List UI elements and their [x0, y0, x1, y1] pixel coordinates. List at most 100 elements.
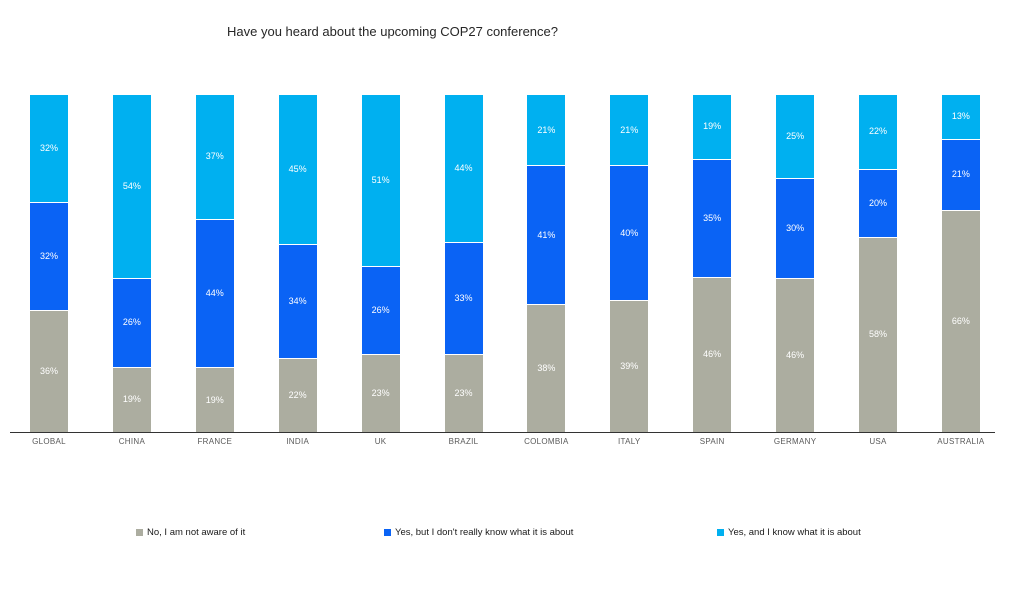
segment-brazil-series2: 44% — [444, 95, 483, 244]
bar-stack: 22% 34% 45% — [278, 95, 317, 432]
segment-france-series2: 37% — [195, 94, 234, 220]
bar-stack: 39% 40% 21% — [610, 95, 649, 432]
segment-italy-series0: 39% — [610, 301, 649, 432]
segment-value-label: 38% — [537, 362, 556, 373]
segment-value-label: 66% — [951, 315, 970, 326]
segment-value-label: 32% — [39, 251, 58, 262]
segment-australia-series1: 21% — [941, 139, 980, 211]
segment-brazil-series0: 23% — [444, 354, 483, 432]
segment-value-label: 45% — [288, 164, 307, 175]
bar-france: 19% 44% 37% FRANCE — [195, 94, 234, 446]
category-label-china: CHINA — [118, 437, 146, 446]
segment-germany-series2: 25% — [776, 95, 815, 179]
segment-usa-series2: 22% — [859, 95, 897, 170]
segment-value-label: 35% — [703, 212, 722, 223]
segment-value-label: 40% — [620, 227, 639, 238]
bar-stack: 66% 21% 13% — [941, 95, 980, 432]
segment-value-label: 44% — [205, 288, 224, 299]
legend-item-yes-dont-know: Yes, but I don't really know what it is … — [384, 527, 573, 538]
segment-france-series1: 44% — [195, 219, 234, 369]
bar-stack: 19% 44% 37% — [195, 94, 234, 432]
category-label-global: GLOBAL — [32, 437, 66, 446]
segment-value-label: 34% — [288, 296, 307, 307]
segment-china-series1: 26% — [112, 278, 151, 368]
segment-uk-series0: 23% — [361, 354, 400, 432]
segment-australia-series2: 13% — [941, 95, 980, 140]
segment-colombia-series2: 21% — [527, 95, 566, 167]
segment-value-label: 21% — [537, 124, 556, 135]
bar-australia: 66% 21% 13% AUSTRALIA — [937, 95, 984, 446]
category-label-uk: UK — [374, 437, 387, 446]
segment-value-label: 37% — [205, 151, 224, 162]
bar-brazil: 23% 33% 44% BRAZIL — [444, 95, 483, 446]
segment-spain-series1: 35% — [693, 159, 732, 278]
bar-stack: 58% 20% 22% — [859, 95, 897, 432]
bar-stack: 36% 32% 32% — [30, 95, 68, 432]
plot-area: 36% 32% 32% GLOBAL 19% 26% 54% CHINA 19% 44% 37% FR… — [10, 94, 995, 446]
segment-germany-series1: 30% — [776, 178, 815, 280]
bar-germany: 46% 30% 25% GERMANY — [774, 95, 816, 446]
bar-stack: 23% 26% 51% — [361, 95, 400, 432]
category-label-australia: AUSTRALIA — [937, 437, 985, 446]
segment-spain-series0: 46% — [693, 277, 732, 432]
segment-value-label: 51% — [371, 174, 390, 185]
segment-value-label: 58% — [868, 329, 887, 340]
category-label-spain: SPAIN — [699, 437, 725, 446]
bar-uk: 23% 26% 51% UK — [361, 95, 400, 446]
legend-swatch-blue — [384, 529, 391, 536]
segment-global-series1: 32% — [30, 203, 68, 312]
segment-global-series2: 32% — [30, 95, 68, 204]
bar-stack: 46% 30% 25% — [776, 95, 815, 432]
bar-spain: 46% 35% 19% SPAIN — [693, 95, 732, 446]
segment-value-label: 20% — [868, 197, 887, 208]
bar-global: 36% 32% 32% GLOBAL — [30, 95, 68, 446]
legend-item-not-aware: No, I am not aware of it — [136, 527, 245, 538]
category-label-germany: GERMANY — [773, 437, 817, 446]
segment-italy-series2: 21% — [610, 95, 649, 167]
segment-value-label: 54% — [122, 180, 141, 191]
segment-value-label: 22% — [868, 126, 887, 137]
segment-value-label: 36% — [39, 366, 58, 377]
legend-label-yes-dont-know: Yes, but I don't really know what it is … — [395, 527, 574, 538]
segment-india-series1: 34% — [278, 245, 317, 360]
bar-stack: 19% 26% 54% — [112, 94, 151, 432]
bar-india: 22% 34% 45% INDIA — [278, 95, 317, 446]
legend-item-yes-know: Yes, and I know what it is about — [717, 527, 861, 538]
segment-india-series2: 45% — [278, 95, 317, 246]
bar-italy: 39% 40% 21% ITALY — [610, 95, 649, 446]
segment-value-label: 41% — [537, 229, 556, 240]
segment-value-label: 30% — [786, 223, 805, 234]
segment-value-label: 21% — [951, 169, 970, 180]
bar-stack: 23% 33% 44% — [444, 95, 483, 432]
category-label-france: FRANCE — [197, 437, 233, 446]
bar-colombia: 38% 41% 21% COLOMBIA — [524, 95, 568, 446]
segment-value-label: 23% — [371, 387, 390, 398]
legend-label-yes-know: Yes, and I know what it is about — [728, 527, 861, 538]
segment-value-label: 23% — [454, 387, 473, 398]
bar-stack: 38% 41% 21% — [527, 95, 566, 432]
segment-value-label: 26% — [371, 304, 390, 315]
segment-value-label: 46% — [703, 349, 722, 360]
segment-value-label: 21% — [620, 124, 639, 135]
segment-uk-series1: 26% — [361, 266, 400, 355]
segment-italy-series1: 40% — [610, 166, 649, 302]
segment-china-series0: 19% — [112, 367, 151, 432]
segment-germany-series0: 46% — [776, 279, 815, 432]
segment-uk-series2: 51% — [361, 95, 400, 267]
legend-label-not-aware: No, I am not aware of it — [147, 527, 246, 538]
segment-value-label: 25% — [786, 130, 805, 141]
segment-value-label: 19% — [122, 394, 141, 405]
segment-china-series2: 54% — [112, 94, 151, 279]
segment-usa-series0: 58% — [859, 237, 897, 432]
segment-brazil-series1: 33% — [444, 243, 483, 355]
bar-usa: 58% 20% 22% USA — [859, 95, 897, 446]
segment-australia-series0: 66% — [941, 210, 980, 432]
segment-value-label: 22% — [288, 390, 307, 401]
segment-france-series0: 19% — [195, 368, 234, 432]
category-label-italy: ITALY — [618, 437, 641, 446]
segment-spain-series2: 19% — [693, 95, 732, 160]
segment-value-label: 19% — [703, 121, 722, 132]
segment-india-series0: 22% — [278, 359, 317, 432]
segment-colombia-series1: 41% — [527, 166, 566, 305]
